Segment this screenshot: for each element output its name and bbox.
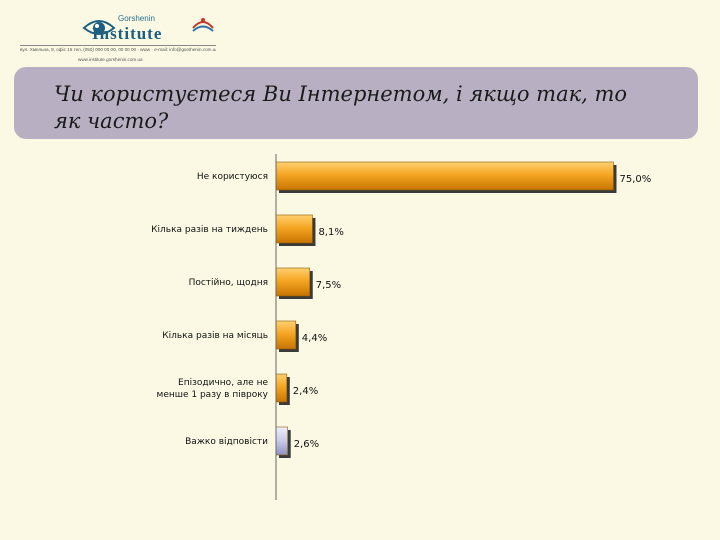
logo-text-big: Institute	[92, 24, 163, 43]
address-line: вул. Хмельна, 9, офіс 15 тел. (050) 000 …	[20, 45, 216, 52]
slide-title: Чи користуєтеся Ви Інтернетом, і якщо та…	[54, 82, 628, 133]
category-label: Не користуюся	[197, 172, 268, 182]
eye-logo-icon	[82, 20, 116, 35]
category-label: Епізодично, але не менше 1 разу в півроку	[157, 378, 269, 400]
category-label: Важко відповісти	[185, 437, 268, 447]
value-label: 2,4%	[293, 386, 318, 397]
bar	[275, 320, 297, 350]
value-label: 2,6%	[294, 439, 319, 450]
value-label: 8,1%	[318, 227, 343, 238]
category-label: Постійно, щодня	[189, 278, 268, 288]
title-banner: Чи користуєтеся Ви Інтернетом, і якщо та…	[14, 67, 698, 139]
bar	[275, 214, 313, 244]
bar	[275, 161, 614, 191]
value-label: 4,4%	[302, 333, 327, 344]
value-label: 7,5%	[316, 280, 341, 291]
partner-logo-icon	[192, 18, 214, 32]
website-line: www.institute.gorshenin.com.ua	[78, 57, 143, 62]
bar	[275, 267, 311, 297]
bar	[275, 426, 288, 456]
bar	[275, 373, 288, 403]
logo-text-small: Gorshenin	[118, 14, 155, 23]
category-label: Кілька разів на місяць	[162, 331, 268, 341]
category-label: Кілька разів на тиждень	[151, 225, 268, 235]
header: Gorshenin Institute вул. Хмельна, 9, офі…	[0, 0, 720, 66]
value-label: 75,0%	[620, 174, 652, 185]
